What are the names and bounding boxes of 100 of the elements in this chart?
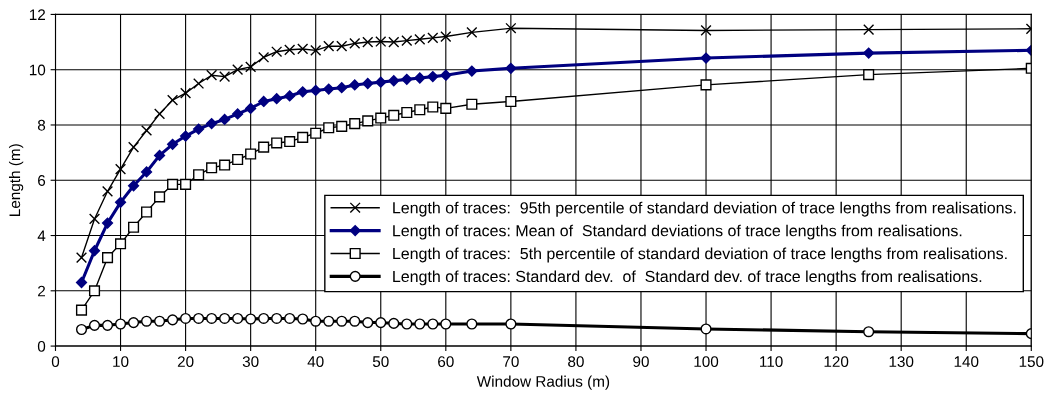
y-tick-label: 2: [38, 285, 45, 297]
point: [232, 64, 244, 76]
point: [271, 312, 283, 324]
point: [863, 326, 875, 338]
point: [141, 315, 153, 327]
point: [401, 35, 413, 47]
point: [284, 44, 296, 56]
point: [466, 98, 478, 110]
point: [466, 26, 478, 38]
point: [206, 312, 218, 324]
point: [375, 317, 387, 329]
point: [505, 318, 517, 330]
point: [141, 206, 153, 218]
point: [362, 77, 374, 90]
point: [75, 304, 88, 316]
point: [88, 319, 101, 331]
point: [114, 196, 127, 208]
point: [258, 312, 270, 324]
y-tick-label: 8: [37, 119, 46, 131]
point: [101, 185, 114, 197]
legend-label: Length of traces: Standard dev. of Standard dev. of trace lengths from realisations.: [393, 270, 982, 286]
point: [154, 191, 166, 203]
point: [206, 69, 218, 81]
point: [427, 318, 439, 330]
point: [700, 79, 712, 91]
point: [323, 83, 335, 95]
point: [127, 141, 140, 153]
point: [271, 137, 283, 149]
point: [323, 122, 335, 134]
point: [271, 93, 283, 105]
point: [101, 319, 114, 331]
point: [310, 84, 322, 97]
point: [440, 102, 452, 114]
legend-label: Length of traces: 95th percentile of standard deviation of trace lengths from realisations.: [393, 201, 1016, 217]
point: [863, 47, 875, 59]
point: [700, 323, 712, 335]
x-tick-label: 40: [307, 356, 324, 368]
point: [388, 75, 400, 87]
point: [88, 285, 101, 297]
point: [75, 276, 88, 289]
point: [863, 24, 875, 36]
point: [375, 76, 387, 88]
x-tick-label: 100: [694, 356, 719, 368]
x-tick-label: 20: [177, 356, 194, 368]
point: [414, 33, 426, 45]
legend-label: Length of traces: Mean of Standard deviations of trace lengths from realisations.: [393, 224, 962, 240]
point: [700, 24, 712, 37]
x-tick-label: 150: [1019, 356, 1044, 368]
point: [414, 318, 426, 330]
point: [219, 159, 231, 171]
point: [127, 317, 140, 329]
point: [505, 62, 517, 74]
point: [206, 117, 218, 130]
point: [75, 252, 88, 264]
point: [180, 178, 192, 190]
point: [75, 323, 88, 336]
x-tick-label: 90: [633, 356, 649, 368]
point: [440, 30, 452, 43]
point: [863, 69, 875, 81]
legend-label: Length of traces: 5th percentile of standard deviation of trace lengths from realisations.: [393, 247, 1007, 263]
point: [154, 315, 166, 327]
point: [362, 317, 374, 329]
point: [401, 318, 413, 330]
point: [349, 79, 361, 91]
point: [401, 106, 413, 119]
point: [180, 87, 192, 99]
x-tick-label: 120: [824, 356, 849, 368]
x-tick-label: 50: [372, 356, 389, 368]
point: [193, 169, 205, 181]
point: [101, 217, 114, 229]
point: [505, 95, 517, 108]
point: [427, 32, 439, 44]
point: [284, 90, 296, 102]
point: [297, 86, 309, 98]
point: [414, 104, 426, 116]
point: [323, 315, 335, 327]
x-tick-label: 10: [113, 356, 129, 368]
point: [232, 108, 244, 120]
point: [153, 149, 166, 161]
point: [440, 69, 452, 81]
point: [336, 120, 348, 132]
point: [349, 315, 361, 327]
point: [388, 317, 400, 329]
point: [179, 130, 192, 142]
point: [310, 127, 322, 139]
point: [232, 153, 244, 166]
point: [114, 238, 127, 250]
point: [167, 94, 179, 106]
point: [180, 312, 192, 324]
point: [219, 113, 231, 126]
x-tick-label: 140: [954, 356, 979, 368]
point: [466, 65, 478, 77]
y-tick-label: 6: [38, 175, 46, 186]
point: [127, 221, 140, 233]
x-tick-label: 110: [760, 356, 783, 368]
point: [297, 313, 309, 325]
point: [440, 318, 452, 330]
y-axis-title: Length (m): [8, 144, 24, 216]
point: [140, 166, 153, 178]
x-axis-title: Window Radius (m): [476, 375, 610, 390]
